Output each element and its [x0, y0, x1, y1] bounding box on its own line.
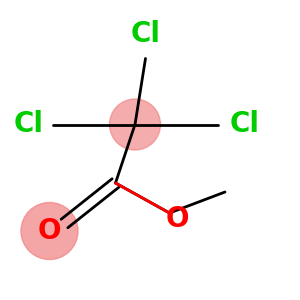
- Text: Cl: Cl: [230, 110, 260, 139]
- Text: O: O: [165, 205, 189, 233]
- Circle shape: [21, 202, 78, 260]
- Text: Cl: Cl: [130, 20, 160, 49]
- Text: Cl: Cl: [14, 110, 44, 139]
- Text: O: O: [38, 217, 61, 245]
- Circle shape: [110, 99, 160, 150]
